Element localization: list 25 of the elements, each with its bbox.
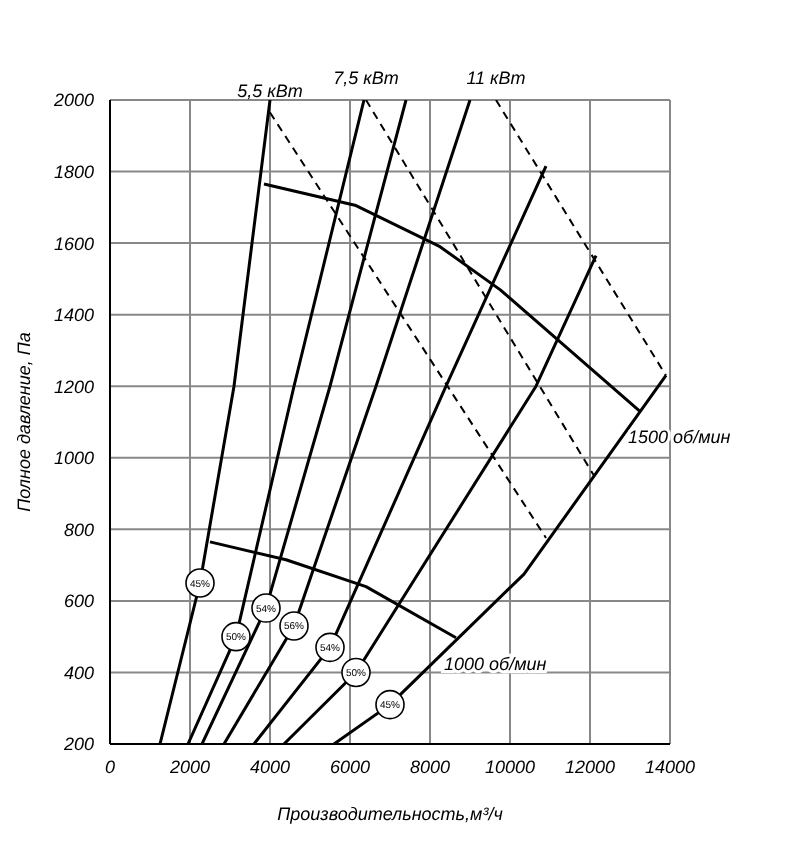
y-tick-label: 1400 [53,305,94,326]
x-tick-label: 10000 [484,756,536,777]
x-tick-label: 14000 [644,756,696,777]
y-tick-label: 200 [61,734,94,755]
x-tick-label: 2000 [167,756,211,777]
y-tick-label: 2000 [51,90,94,111]
x-tick-label: 8000 [409,756,451,777]
x-tick-label: 6000 [329,756,371,777]
series-label: 11 кВт [466,68,527,88]
y-tick-label: 400 [63,662,94,683]
x-tick-label: 0 [104,756,116,777]
x-tick-label: 12000 [564,756,616,777]
x-axis-title: Производительность,м³/ч [277,804,504,824]
series-label: 1000 об/мин [444,653,547,674]
y-tick-label: 600 [63,591,94,612]
y-tick-label: 1600 [53,233,94,254]
y-tick-label: 1800 [53,161,94,182]
y-tick-label: 800 [63,519,94,540]
series-label: 5,5 кВт [237,80,304,101]
x-tick-label: 4000 [249,756,291,777]
y-tick-label: 1000 [53,448,94,469]
series-label: 1500 об/мин [628,427,731,448]
y-tick-label: 1200 [53,376,94,397]
y-axis-title: Полное давление, Па [14,332,35,512]
series-label: 7,5 кВт [333,68,400,88]
